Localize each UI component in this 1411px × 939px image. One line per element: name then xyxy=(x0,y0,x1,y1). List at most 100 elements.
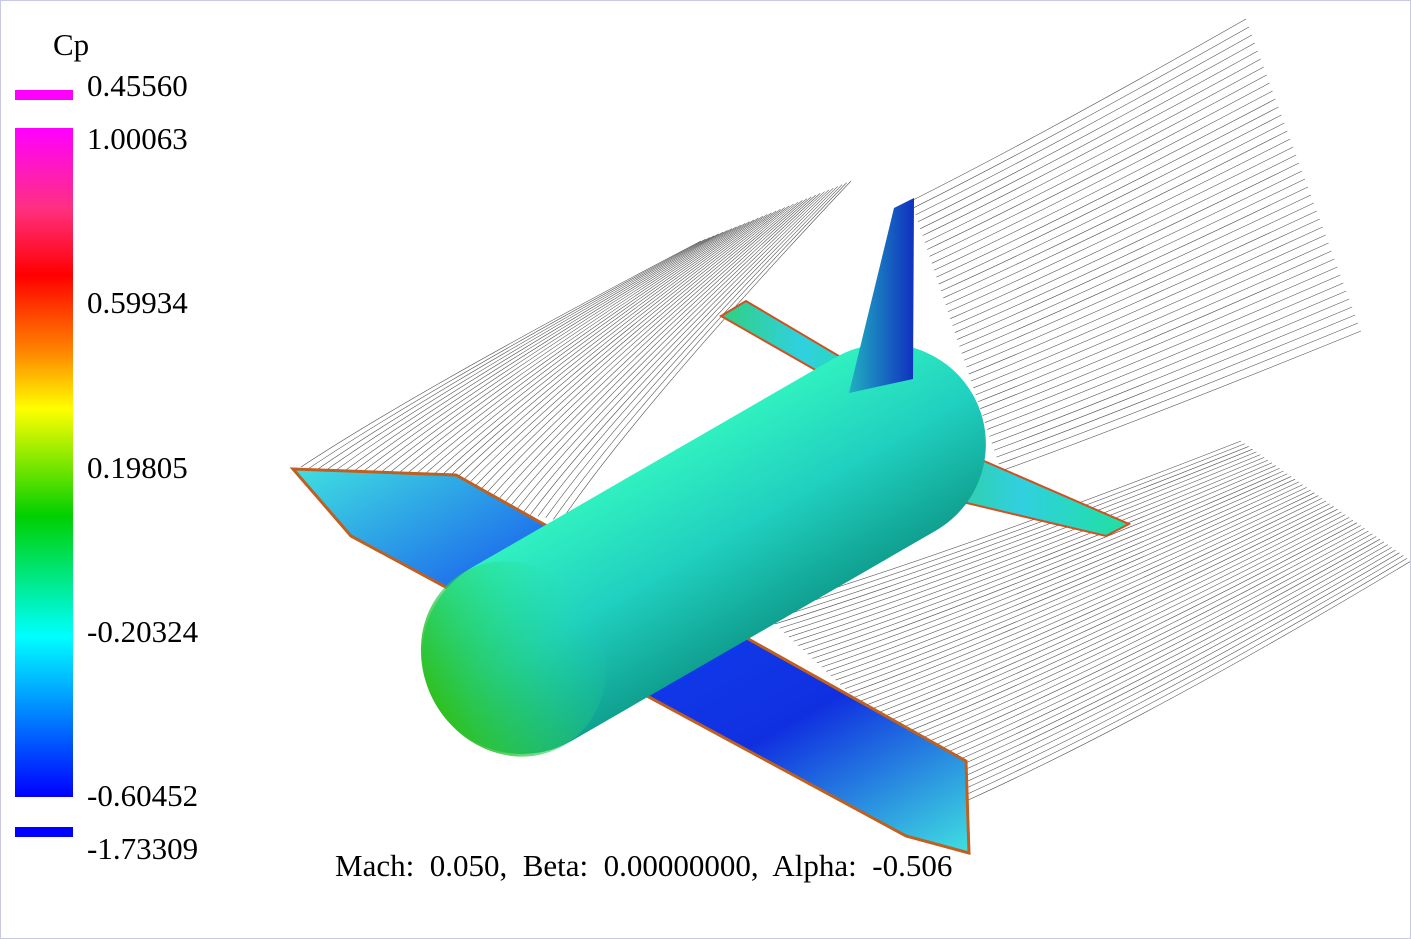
streamline xyxy=(438,208,781,496)
streamline xyxy=(798,462,1273,646)
streamline xyxy=(453,205,790,499)
streamline xyxy=(560,180,852,522)
streamline xyxy=(423,212,772,493)
streamline xyxy=(415,214,768,492)
streamline xyxy=(469,201,799,503)
streamline xyxy=(530,187,834,515)
streamline xyxy=(407,216,763,490)
streamline xyxy=(980,258,1335,409)
streamline xyxy=(354,228,733,479)
streamline xyxy=(816,473,1288,664)
streamline xyxy=(369,224,741,482)
streamline xyxy=(868,503,1330,711)
streamline xyxy=(812,470,1284,659)
streamline xyxy=(933,98,1276,271)
streamline xyxy=(821,476,1292,668)
streamline xyxy=(900,522,1358,741)
streamline xyxy=(430,210,777,495)
streamline xyxy=(484,198,808,506)
legend-tick: 0.59934 xyxy=(87,285,188,320)
streamline xyxy=(514,191,825,512)
streamline xyxy=(886,514,1346,728)
streamline xyxy=(863,500,1327,707)
streamline xyxy=(300,240,702,468)
streamline xyxy=(961,558,1408,797)
streamline xyxy=(877,508,1338,720)
colorbar xyxy=(15,128,73,797)
streamline xyxy=(446,207,786,498)
legend-tick: -0.20324 xyxy=(87,614,199,649)
streamline xyxy=(844,489,1311,690)
streamline xyxy=(951,552,1400,789)
max-swatch xyxy=(15,90,73,100)
streamline xyxy=(920,50,1258,229)
streamline xyxy=(996,314,1356,458)
streamline xyxy=(522,189,830,514)
streamline xyxy=(835,484,1303,681)
streamline xyxy=(377,223,746,484)
streamline xyxy=(802,465,1276,651)
streamline xyxy=(936,106,1279,278)
streamline xyxy=(858,498,1323,702)
streamline xyxy=(491,196,812,507)
vertical-fin xyxy=(849,198,914,393)
streamline xyxy=(917,42,1255,223)
streamline xyxy=(937,544,1388,776)
streamline xyxy=(963,202,1314,361)
streamline xyxy=(849,492,1315,694)
streamline xyxy=(807,467,1280,655)
streamline xyxy=(957,178,1306,340)
streamline xyxy=(915,34,1253,216)
streamline xyxy=(308,238,706,469)
streamline xyxy=(922,58,1261,236)
streamline xyxy=(779,451,1257,629)
streamlines xyxy=(300,18,1410,802)
streamline xyxy=(945,138,1291,306)
streamline xyxy=(765,443,1245,616)
streamline xyxy=(840,487,1307,685)
streamline xyxy=(950,154,1297,319)
streamline xyxy=(928,538,1381,767)
streamline xyxy=(959,186,1309,347)
streamline xyxy=(973,234,1326,389)
legend-tick: 1.00063 xyxy=(87,121,188,156)
streamline xyxy=(913,26,1250,209)
streamline xyxy=(989,290,1347,437)
streamline xyxy=(545,184,843,518)
streamline xyxy=(476,200,803,504)
streamline xyxy=(499,194,816,509)
streamline xyxy=(537,186,838,517)
streamline xyxy=(956,555,1404,793)
streamline xyxy=(931,90,1273,264)
streamline xyxy=(952,162,1300,326)
streamline xyxy=(770,446,1249,620)
streamline xyxy=(933,541,1385,772)
streamline xyxy=(975,242,1329,396)
streamline xyxy=(553,182,847,520)
streamline xyxy=(854,495,1319,698)
legend-tick: 0.19805 xyxy=(87,450,188,485)
streamline xyxy=(793,459,1269,642)
streamline xyxy=(940,122,1285,292)
streamline xyxy=(914,530,1369,754)
legend-title: Cp xyxy=(53,27,89,62)
streamline xyxy=(987,282,1344,430)
streamline xyxy=(927,74,1267,250)
streamline xyxy=(954,170,1303,333)
streamline xyxy=(384,221,750,485)
streamline xyxy=(909,528,1365,750)
fuselage xyxy=(420,344,986,757)
legend-max: 0.45560 xyxy=(87,68,188,103)
streamline xyxy=(882,511,1342,724)
streamline xyxy=(905,525,1361,746)
streamline xyxy=(400,217,759,488)
flow-conditions: Mach: 0.050, Beta: 0.00000000, Alpha: -0… xyxy=(335,848,952,883)
streamline xyxy=(998,322,1359,465)
streamline xyxy=(942,547,1392,780)
streamline xyxy=(982,266,1338,416)
streamline xyxy=(910,18,1247,202)
streamline xyxy=(929,82,1270,257)
streamline xyxy=(919,533,1373,759)
